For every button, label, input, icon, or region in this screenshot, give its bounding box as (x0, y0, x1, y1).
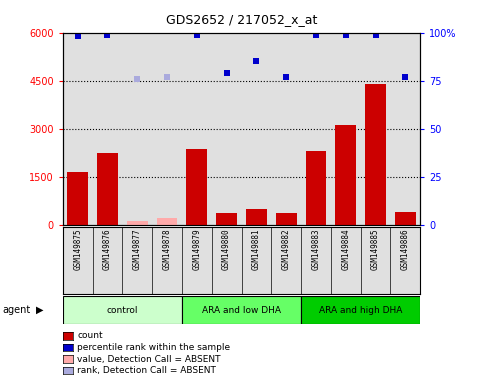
Point (223, 70, 230, 76)
Text: ARA and low DHA: ARA and low DHA (202, 306, 281, 314)
Text: count: count (77, 331, 103, 341)
Bar (186, 149, 207, 225)
Text: GSM149880: GSM149880 (222, 228, 231, 270)
Bar (276, 214, 297, 225)
Text: GSM149881: GSM149881 (252, 228, 261, 270)
Point (104, 31, 112, 38)
Bar (301, 296, 420, 324)
Point (312, 31, 320, 38)
Bar (216, 214, 237, 225)
Point (342, 31, 350, 38)
Text: value, Detection Call = ABSENT: value, Detection Call = ABSENT (77, 354, 221, 364)
Text: GSM149886: GSM149886 (401, 228, 410, 270)
Text: rank, Detection Call = ABSENT: rank, Detection Call = ABSENT (77, 366, 216, 375)
Text: GSM149879: GSM149879 (192, 228, 201, 270)
Text: percentile rank within the sample: percentile rank within the sample (77, 343, 230, 352)
Point (193, 31, 201, 38)
Bar (67, 172, 88, 225)
Point (253, 58, 260, 65)
Bar (395, 212, 416, 225)
Text: GSM149884: GSM149884 (341, 228, 350, 270)
Point (401, 74, 409, 80)
Bar (63, 296, 182, 324)
Bar (365, 84, 386, 225)
Text: control: control (107, 306, 138, 314)
Point (163, 74, 171, 80)
Text: GSM149878: GSM149878 (163, 228, 171, 270)
Bar (246, 209, 267, 225)
Text: agent: agent (2, 305, 30, 315)
Text: ARA and high DHA: ARA and high DHA (319, 306, 402, 314)
Point (74, 33, 82, 40)
Point (133, 76, 141, 82)
Bar (306, 151, 327, 225)
Text: GSM149882: GSM149882 (282, 228, 291, 270)
Text: GSM149885: GSM149885 (371, 228, 380, 270)
Point (282, 74, 290, 80)
Point (372, 31, 380, 38)
Bar (335, 126, 356, 225)
Bar (156, 218, 177, 225)
Bar (97, 153, 118, 225)
Text: GSM149876: GSM149876 (103, 228, 112, 270)
Bar (127, 221, 148, 225)
Text: ▶: ▶ (36, 305, 44, 315)
Text: GSM149875: GSM149875 (73, 228, 82, 270)
Bar (182, 296, 301, 324)
Text: GSM149883: GSM149883 (312, 228, 320, 270)
Text: GSM149877: GSM149877 (133, 228, 142, 270)
Text: GDS2652 / 217052_x_at: GDS2652 / 217052_x_at (166, 13, 317, 26)
